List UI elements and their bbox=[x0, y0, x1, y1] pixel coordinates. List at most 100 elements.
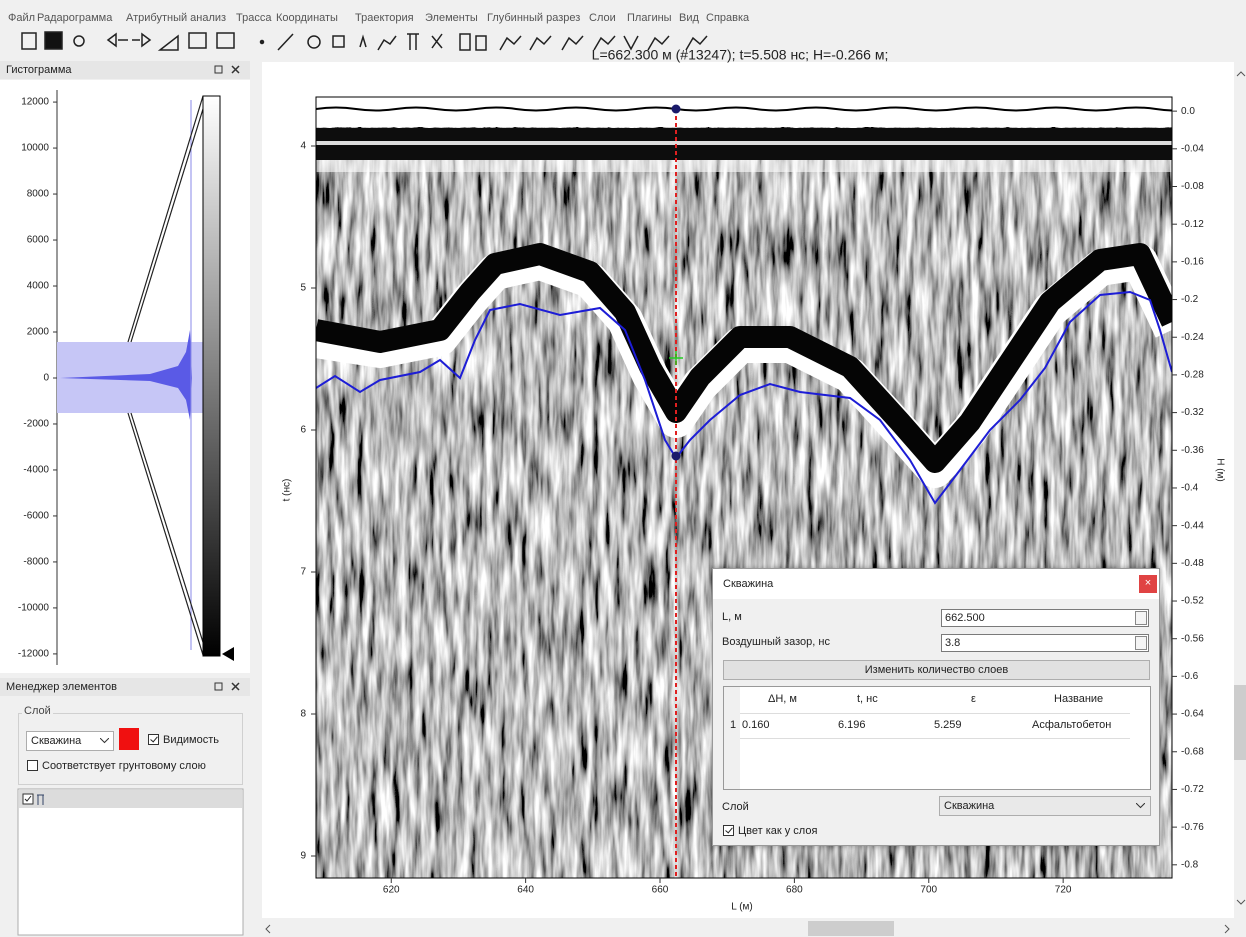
tool-point[interactable] bbox=[261, 41, 264, 44]
close-button[interactable]: × bbox=[1139, 575, 1157, 593]
dialog-title: Скважина bbox=[723, 578, 773, 590]
y-tick-label: -8000 bbox=[23, 557, 49, 568]
menu-item[interactable]: Траектория bbox=[355, 12, 414, 24]
cursor-top[interactable] bbox=[672, 105, 681, 114]
tool-redo[interactable] bbox=[132, 34, 150, 46]
checkbox[interactable] bbox=[723, 825, 734, 836]
menu-item[interactable]: Вид bbox=[679, 12, 699, 24]
band bbox=[316, 160, 1172, 172]
t-tick-label: 5 bbox=[300, 283, 306, 294]
y-tick-label: 8000 bbox=[27, 189, 50, 200]
field-label: L, м bbox=[722, 611, 742, 623]
y-tick-label: 10000 bbox=[21, 143, 49, 154]
tool-image[interactable] bbox=[189, 33, 206, 48]
y-tick-label: 12000 bbox=[21, 97, 49, 108]
checkbox[interactable] bbox=[27, 760, 38, 771]
layer-color[interactable] bbox=[119, 728, 139, 750]
row-header-bar bbox=[724, 687, 740, 789]
field-input[interactable]: 662.500 bbox=[941, 609, 1149, 627]
h-tick-label: -0.24 bbox=[1181, 332, 1204, 343]
tool-text-circle[interactable] bbox=[308, 36, 320, 48]
y-tick-label: -12000 bbox=[18, 649, 50, 660]
panel-buttons[interactable] bbox=[214, 61, 242, 79]
tool-layers[interactable] bbox=[378, 34, 419, 50]
menu-item[interactable]: Радарограмма bbox=[37, 12, 112, 24]
menu-item[interactable]: Элементы bbox=[425, 12, 478, 24]
table-cell[interactable]: Асфальтобетон bbox=[1032, 713, 1111, 737]
table-header: t, нс bbox=[857, 687, 878, 711]
field-input[interactable]: 3.8 bbox=[941, 634, 1149, 652]
y-tick-label: -6000 bbox=[23, 511, 49, 522]
y-tick-label: 0 bbox=[43, 373, 49, 384]
tool-undo[interactable] bbox=[108, 34, 128, 46]
t-axis-label: t (нс) bbox=[282, 479, 293, 502]
field-label: Воздушный зазор, нс bbox=[722, 636, 830, 648]
v-scroll-thumb[interactable] bbox=[1234, 685, 1246, 760]
menu-item[interactable]: Атрибутный анализ bbox=[126, 12, 226, 24]
tool-save[interactable] bbox=[45, 32, 62, 49]
h-tick-label: -0.36 bbox=[1181, 445, 1204, 456]
table-cell[interactable]: 6.196 bbox=[838, 713, 866, 737]
menu-item[interactable]: Координаты bbox=[276, 12, 338, 24]
page: Radargram { "menu": ["Файл", "Радарограм… bbox=[0, 0, 1246, 937]
l-axis-label: L (м) bbox=[731, 902, 753, 913]
panel-title: Гистограмма bbox=[6, 64, 72, 76]
tool-line[interactable] bbox=[278, 34, 293, 50]
panel-buttons[interactable] bbox=[214, 678, 242, 696]
h-tick-label: -0.4 bbox=[1181, 483, 1199, 494]
tool-edit[interactable] bbox=[432, 34, 486, 50]
checkbox-label: Видимость bbox=[163, 734, 219, 746]
y-tick-label: 4000 bbox=[27, 281, 50, 292]
y-tick-label: -4000 bbox=[23, 465, 49, 476]
h-axis-label: H (м) bbox=[1214, 458, 1225, 482]
checkbox[interactable] bbox=[148, 734, 159, 745]
table-cell[interactable]: 5.259 bbox=[934, 713, 962, 737]
menu-item[interactable]: Файл bbox=[8, 12, 35, 24]
colorbar bbox=[203, 96, 220, 656]
tool-text[interactable] bbox=[360, 37, 366, 47]
menu-item[interactable]: Справка bbox=[706, 12, 749, 24]
h-tick-label: -0.28 bbox=[1181, 370, 1204, 381]
h-tick-label: -0.44 bbox=[1181, 520, 1204, 531]
tool-settings[interactable] bbox=[74, 36, 84, 46]
field-value: 3.8 bbox=[945, 637, 960, 649]
table-header: ΔH, м bbox=[768, 687, 797, 711]
cursor-layer-point[interactable] bbox=[672, 452, 681, 461]
v-scrollbar[interactable] bbox=[1234, 62, 1246, 918]
checkbox-label: Соответствует грунтовому слою bbox=[42, 760, 206, 772]
tool-open[interactable] bbox=[22, 33, 36, 49]
menu-item[interactable]: Глубинный разрез bbox=[487, 12, 580, 24]
chevron bbox=[100, 738, 109, 744]
menu-item[interactable]: Трасса bbox=[236, 12, 271, 24]
tool-image2[interactable] bbox=[217, 33, 234, 48]
layer-label: Слой bbox=[722, 801, 749, 813]
element-list bbox=[18, 789, 243, 935]
dialog-titlebar: Скважина × bbox=[713, 569, 1159, 599]
menu-item[interactable]: Плагины bbox=[627, 12, 672, 24]
grid bbox=[740, 738, 1130, 739]
visibility-checkbox[interactable]: Видимость bbox=[148, 734, 219, 746]
h-tick-label: -0.56 bbox=[1181, 633, 1204, 644]
ground-checkbox[interactable]: Соответствует грунтовому слою bbox=[27, 760, 206, 772]
element-row[interactable] bbox=[19, 790, 242, 808]
h-scrollbar[interactable] bbox=[262, 920, 1234, 937]
color-checkbox[interactable]: Цвет как у слоя bbox=[723, 825, 817, 837]
layer-combo[interactable]: Скважина bbox=[939, 796, 1151, 816]
table-cell[interactable]: 0.160 bbox=[742, 713, 770, 737]
h-tick-label: -0.48 bbox=[1181, 558, 1204, 569]
h-scroll-thumb[interactable] bbox=[808, 921, 894, 936]
table-header: ε bbox=[971, 687, 976, 711]
h-tick-label: -0.64 bbox=[1181, 709, 1204, 720]
combo-text: Скважина bbox=[31, 735, 81, 747]
row-number: 1 bbox=[730, 713, 736, 737]
layer-combo[interactable]: Скважина bbox=[26, 731, 114, 751]
h-tick-label: -0.2 bbox=[1181, 294, 1199, 305]
layers-button[interactable]: Изменить количество слоев bbox=[723, 660, 1150, 680]
tool-chart[interactable] bbox=[160, 36, 178, 50]
status-line: L=662.300 м (#13247); t=5.508 нс; H=-0.2… bbox=[592, 47, 889, 63]
l-tick-label: 620 bbox=[383, 885, 400, 896]
field-value: 662.500 bbox=[945, 612, 985, 624]
l-tick-label: 700 bbox=[920, 885, 937, 896]
tool-rect[interactable] bbox=[333, 36, 344, 47]
menu-item[interactable]: Слои bbox=[589, 12, 616, 24]
